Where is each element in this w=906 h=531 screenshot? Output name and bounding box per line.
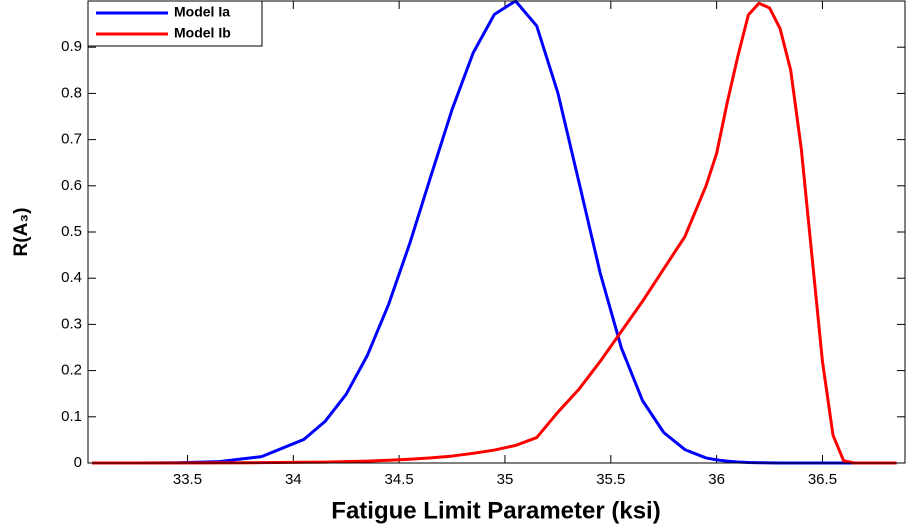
legend-label: Model Ib (174, 25, 231, 41)
y-tick-label: 0.4 (61, 269, 82, 286)
x-tick-label: 33.5 (173, 471, 202, 488)
x-tick-label: 34 (285, 471, 302, 488)
y-tick-label: 0.6 (61, 177, 82, 194)
series-line (92, 1, 897, 465)
y-tick-label: 0.5 (61, 223, 82, 240)
x-tick-label: 34.5 (385, 471, 414, 488)
y-tick-label: 0.3 (61, 315, 82, 332)
x-tick-label: 35.5 (596, 471, 625, 488)
y-tick-label: 0.9 (61, 38, 82, 55)
legend-label: Model Ia (174, 4, 230, 20)
x-tick-label: 36.5 (808, 471, 837, 488)
plot-area (88, 1, 905, 463)
y-tick-label: 0.2 (61, 362, 82, 379)
y-tick-label: 0.7 (61, 131, 82, 148)
y-tick-label: 0 (74, 454, 82, 471)
y-tick-label: 0.1 (61, 408, 82, 425)
y-axis-label: R(A₃) (11, 208, 32, 257)
legend-box (87, 0, 263, 47)
x-tick-label: 36 (708, 471, 725, 488)
y-tick-label: 0.8 (61, 84, 82, 101)
axes-box (87, 0, 906, 464)
x-tick-label: 35 (497, 471, 514, 488)
x-axis-label: Fatigue Limit Parameter (ksi) (331, 497, 660, 524)
